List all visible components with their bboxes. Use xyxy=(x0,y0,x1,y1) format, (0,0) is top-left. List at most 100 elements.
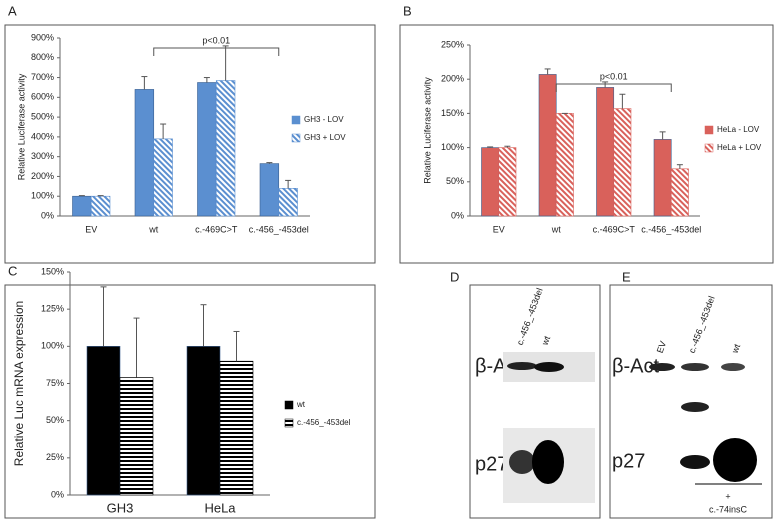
y-axis-title: Relative Luciferase activity xyxy=(422,77,432,184)
y-tick-label: 0% xyxy=(41,210,54,220)
y-tick-label: 800% xyxy=(31,52,54,62)
legend-swatch xyxy=(284,400,294,410)
x-tick-label: wt xyxy=(148,224,158,234)
bar xyxy=(134,89,155,217)
legend-label: HeLa + LOV xyxy=(717,143,762,152)
y-tick-label: 100% xyxy=(31,191,54,201)
y-tick-label: 0% xyxy=(51,489,64,499)
y-tick-label: 100% xyxy=(41,341,64,351)
bar xyxy=(596,87,615,217)
bar xyxy=(670,168,689,217)
blot-band xyxy=(721,363,745,371)
bar xyxy=(653,139,672,217)
legend-label: GH3 - LOV xyxy=(304,115,344,124)
blot-band xyxy=(681,402,709,412)
panel-label: D xyxy=(450,269,459,284)
bar xyxy=(215,80,236,217)
y-tick-label: 50% xyxy=(446,176,464,186)
blot-band xyxy=(532,440,564,484)
y-tick-label: 150% xyxy=(41,266,64,276)
bar xyxy=(119,377,154,496)
y-axis-title: Relative Luciferase activity xyxy=(16,73,26,180)
bar xyxy=(278,188,298,217)
row-label: p27 xyxy=(475,453,508,475)
legend-label: GH3 + LOV xyxy=(304,133,346,142)
y-axis-title: Relative Luc mRNA expression xyxy=(12,301,26,466)
y-tick-label: 50% xyxy=(46,415,64,425)
blot-band xyxy=(680,455,710,469)
blot-band xyxy=(713,438,757,482)
legend-swatch xyxy=(704,125,714,135)
bar xyxy=(613,108,632,217)
panel-label: C xyxy=(8,263,17,278)
lane-label: wt xyxy=(729,342,742,355)
x-tick-label: GH3 xyxy=(107,500,134,515)
chart-frame xyxy=(399,24,774,264)
blot-band xyxy=(534,362,564,372)
legend-label: wt xyxy=(296,400,306,409)
panel-label: B xyxy=(403,3,412,18)
x-tick-label: HeLa xyxy=(204,500,236,515)
y-tick-label: 100% xyxy=(441,142,464,152)
y-tick-label: 200% xyxy=(441,74,464,84)
chart-frame xyxy=(4,24,376,264)
treatment: + xyxy=(725,491,730,501)
y-tick-label: 250% xyxy=(441,39,464,49)
y-tick-label: 25% xyxy=(46,452,64,462)
legend-label: HeLa - LOV xyxy=(717,125,760,134)
lane-label: EV xyxy=(655,340,669,355)
bar xyxy=(197,82,217,217)
annotation: p<0.01 xyxy=(202,35,230,45)
bar xyxy=(555,113,574,217)
y-tick-label: 500% xyxy=(31,111,54,121)
legend-swatch xyxy=(291,115,301,125)
x-tick-label: c.-469C>T xyxy=(195,224,238,234)
bar xyxy=(86,346,121,496)
bar xyxy=(259,163,280,217)
significance-bracket xyxy=(153,47,280,56)
row-label: p27 xyxy=(612,450,645,472)
blot-band xyxy=(507,362,537,370)
y-tick-label: 900% xyxy=(31,32,54,42)
row-label: β-Act xyxy=(612,355,660,377)
bar xyxy=(72,195,92,217)
bar xyxy=(538,74,557,217)
y-tick-label: 600% xyxy=(31,92,54,102)
blot-frame xyxy=(609,284,773,519)
y-tick-label: 300% xyxy=(31,151,54,161)
bar xyxy=(481,147,500,217)
x-tick-label: c.-456_-453del xyxy=(641,224,701,234)
y-tick-label: 75% xyxy=(46,378,64,388)
chart-frame xyxy=(4,284,376,519)
y-tick-label: 150% xyxy=(441,108,464,118)
y-tick-label: 0% xyxy=(451,210,464,220)
y-tick-label: 700% xyxy=(31,72,54,82)
panel-label: A xyxy=(8,3,17,18)
significance-bracket xyxy=(555,83,672,92)
y-tick-label: 200% xyxy=(31,171,54,181)
x-tick-label: wt xyxy=(551,224,561,234)
x-tick-label: c.-469C>T xyxy=(593,224,636,234)
legend-swatch xyxy=(704,143,714,153)
bar xyxy=(219,360,254,496)
bar xyxy=(498,147,517,217)
blot-band xyxy=(649,363,675,371)
treatment-label: c.-74insC xyxy=(709,504,748,514)
legend-swatch xyxy=(291,133,301,143)
blot-band xyxy=(681,363,709,371)
y-tick-label: 125% xyxy=(41,304,64,314)
lane-label: wt xyxy=(539,334,552,347)
x-tick-label: c.-456_-453del xyxy=(249,224,309,234)
legend-label: c.-456_-453del xyxy=(297,418,351,427)
bar xyxy=(153,138,173,217)
y-tick-label: 400% xyxy=(31,131,54,141)
bar xyxy=(186,346,221,496)
bar xyxy=(90,195,111,217)
x-tick-label: EV xyxy=(493,224,505,234)
x-tick-label: EV xyxy=(85,224,97,234)
blot-band xyxy=(509,450,535,474)
panel-label: E xyxy=(622,269,631,284)
annotation: p<0.01 xyxy=(600,71,628,81)
